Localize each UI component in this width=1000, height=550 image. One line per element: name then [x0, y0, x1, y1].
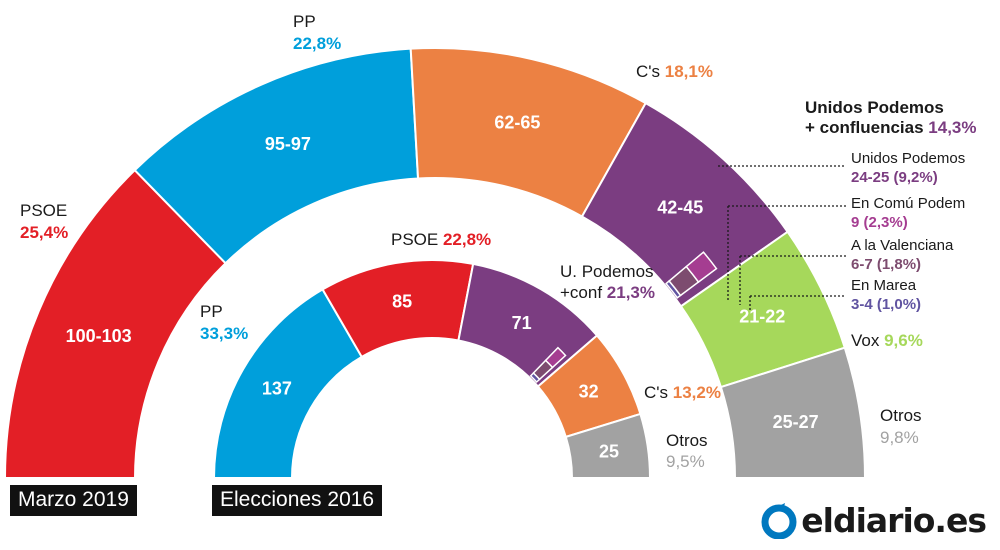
inner-seats-up: 71	[512, 313, 532, 333]
inner-label-otros-name: Otros	[666, 431, 708, 450]
logo-icon	[761, 502, 797, 539]
sub-label-3-name: En Marea	[851, 277, 917, 294]
outer-label-otros-pct: 9,8%	[880, 428, 919, 447]
outer-label-psoe-name: PSOE	[20, 201, 67, 220]
outer-label-otros-name: Otros	[880, 406, 922, 425]
inner-block-up-ecp	[544, 346, 567, 369]
inner-label-up-name-2: +conf 21,3%	[560, 283, 655, 302]
outer-label-psoe-pct: 25,4%	[20, 223, 68, 242]
eldiario-logo: eldiario.es	[761, 501, 987, 540]
outer-label-pp-name: PP	[293, 12, 316, 31]
outer-seats-cs: 62-65	[494, 112, 540, 132]
logo-text: eldiario.es	[801, 501, 987, 540]
sub-label-2-name: A la Valenciana	[851, 237, 954, 254]
outer-seats-vox: 21-22	[739, 306, 785, 326]
inner-label-up-name-1: U. Podemos	[560, 262, 654, 281]
sub-leader-line-2	[739, 255, 846, 305]
inner-seats-pp: 137	[262, 379, 292, 399]
outer-label-pp-pct: 22,8%	[293, 34, 341, 53]
outer-label-cs: C's 18,1%	[636, 62, 713, 81]
inner-label-cs: C's 13,2%	[644, 383, 721, 402]
inner-hemicycle: 137 85 71 32 25	[212, 259, 652, 479]
inner-slice-otros	[564, 412, 652, 479]
inner-label-otros-pct: 9,5%	[666, 452, 705, 471]
sub-label-1-value: 9 (2,3%)	[851, 214, 908, 231]
sub-label-1-name: En Comú Podem	[851, 195, 965, 212]
inner-seats-psoe: 85	[392, 292, 412, 312]
sub-leader-line-3	[749, 295, 846, 310]
sub-label-3-value: 3-4 (1,0%)	[851, 296, 921, 313]
outer-label-up-name-1: Unidos Podemos	[805, 98, 944, 117]
outer-seats-otros: 25-27	[773, 412, 819, 432]
outer-chart-title: Marzo 2019	[10, 485, 137, 516]
outer-block-up-ecp	[685, 251, 718, 284]
inner-label-pp-pct: 33,3%	[200, 324, 248, 343]
outer-slice-otros	[719, 346, 867, 479]
sub-label-0-name: Unidos Podemos	[851, 150, 965, 167]
inner-label-psoe: PSOE 22,8%	[391, 230, 491, 249]
inner-chart-title: Elecciones 2016	[212, 485, 383, 516]
inner-label-pp-name: PP	[200, 302, 223, 321]
outer-label-vox: Vox 9,6%	[851, 331, 923, 350]
sub-label-2-value: 6-7 (1,8%)	[851, 256, 921, 273]
inner-seats-otros: 25	[599, 441, 619, 461]
outer-seats-psoe: 100-103	[66, 326, 132, 346]
sub-label-0-value: 24-25 (9,2%)	[851, 169, 938, 186]
outer-hemicycle: 100-103 95-97 62-65 42-45 21-22 25-27	[3, 47, 867, 479]
inner-seats-cs: 32	[579, 381, 599, 401]
outer-seats-up: 42-45	[657, 198, 703, 218]
outer-seats-pp: 95-97	[265, 134, 311, 154]
outer-label-up-name-2: + confluencias 14,3%	[805, 118, 977, 137]
